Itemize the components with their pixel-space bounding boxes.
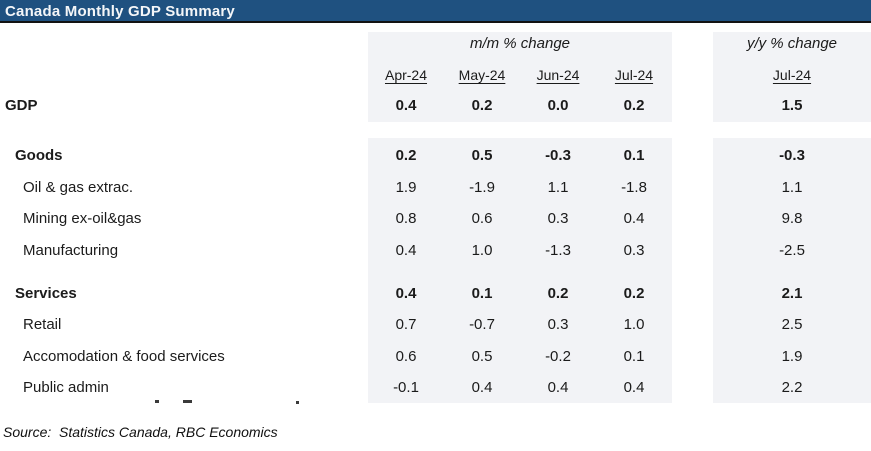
cell-value: -0.1 — [393, 379, 419, 396]
column-header-yy-jul24: Jul-24 — [772, 67, 812, 83]
column-header-jun24: Jun-24 — [536, 67, 580, 83]
cell-value: 0.8 — [395, 210, 417, 227]
cell-value: 0.6 — [471, 210, 493, 227]
cell-value: 0.4 — [395, 97, 417, 114]
cell-value: -0.2 — [545, 347, 571, 365]
cell-value: 0.5 — [471, 347, 493, 365]
spacer — [672, 172, 713, 203]
data-table: m/m % change y/y % change Apr-24 May-24 … — [0, 25, 871, 403]
cell-value-yy: 1.9 — [781, 347, 803, 365]
cell-value-yy: 2.1 — [781, 285, 803, 302]
cell-value: 0.3 — [547, 210, 569, 227]
row-label-oil-gas: Oil & gas extrac. — [23, 179, 134, 196]
cell-value: 0.2 — [623, 285, 645, 302]
cell-value: -1.3 — [545, 241, 571, 259]
column-header-apr24: Apr-24 — [384, 67, 428, 83]
cell-value: 0.4 — [471, 379, 493, 396]
column-header-may24: May-24 — [458, 67, 506, 83]
cell-value: 0.2 — [547, 285, 569, 302]
row-label-goods: Goods — [15, 146, 63, 164]
cell-value: 0.4 — [623, 379, 645, 396]
spacer — [672, 25, 713, 61]
row-label-services: Services — [15, 285, 77, 302]
row-label-manufacturing: Manufacturing — [23, 241, 119, 259]
spacer — [672, 138, 713, 172]
spacer — [672, 278, 713, 309]
yy-body-shading — [713, 138, 871, 403]
mm-header-shading — [368, 32, 672, 122]
spacer — [0, 61, 368, 89]
cell-value: 0.5 — [471, 146, 493, 164]
cell-value: 1.0 — [623, 316, 645, 333]
row-label-accomodation: Accomodation & food services — [23, 347, 225, 365]
mm-body-shading — [368, 138, 672, 403]
cell-value: 0.4 — [395, 241, 417, 259]
cell-value: 0.7 — [395, 316, 417, 333]
clipped-glyph — [183, 400, 192, 403]
column-header-jul24: Jul-24 — [614, 67, 654, 83]
cell-value: 0.3 — [547, 316, 569, 333]
cell-value: -1.9 — [469, 179, 495, 196]
cell-value: 0.4 — [395, 285, 417, 302]
spacer — [672, 61, 713, 89]
cell-value: 0.4 — [547, 379, 569, 396]
row-label-gdp: GDP — [5, 97, 38, 114]
cell-value: 1.9 — [395, 179, 417, 196]
cell-value-yy: 1.5 — [781, 97, 803, 114]
cell-value: -1.8 — [621, 179, 647, 196]
spacer — [672, 234, 713, 266]
cell-value: 0.6 — [395, 347, 417, 365]
spacer — [0, 25, 368, 61]
spacer — [672, 203, 713, 234]
cell-value: 0.3 — [623, 241, 645, 259]
clipped-glyph — [155, 400, 159, 403]
spacer — [672, 309, 713, 340]
spacer — [672, 89, 713, 122]
section-gap — [0, 122, 871, 138]
spacer — [672, 372, 713, 403]
cell-value: 1.0 — [471, 241, 493, 259]
cell-value-yy: 2.5 — [781, 316, 803, 333]
clipped-glyph — [296, 401, 299, 404]
cell-value: 0.0 — [547, 97, 569, 114]
yy-header-shading — [713, 32, 871, 122]
cell-value-yy: 9.8 — [781, 210, 803, 227]
cell-value: 0.1 — [623, 146, 645, 164]
table-title: Canada Monthly GDP Summary — [0, 0, 871, 23]
spacer — [672, 340, 713, 372]
row-label-mining: Mining ex-oil&gas — [23, 210, 142, 227]
cell-value: 0.1 — [471, 285, 493, 302]
source-citation: Source: Statistics Canada, RBC Economics — [3, 424, 278, 440]
cell-value: 1.1 — [547, 179, 569, 196]
cell-value: 0.1 — [623, 347, 645, 365]
cell-value-yy: 1.1 — [781, 179, 803, 196]
row-label-public-admin: Public admin — [23, 379, 109, 396]
cell-value-yy: -0.3 — [779, 146, 805, 164]
cell-value: -0.3 — [545, 146, 571, 164]
mm-change-header: m/m % change — [469, 34, 571, 52]
section-spacer — [0, 266, 871, 278]
cell-value: 0.2 — [471, 97, 493, 114]
cell-value: 0.4 — [623, 210, 645, 227]
row-label-retail: Retail — [23, 316, 62, 333]
cell-value-yy: 2.2 — [781, 379, 803, 396]
cell-value-yy: -2.5 — [779, 241, 805, 259]
cell-value: 0.2 — [395, 146, 417, 164]
yy-change-header: y/y % change — [746, 34, 838, 52]
cell-value: 0.2 — [623, 97, 645, 114]
cell-value: -0.7 — [469, 316, 495, 333]
